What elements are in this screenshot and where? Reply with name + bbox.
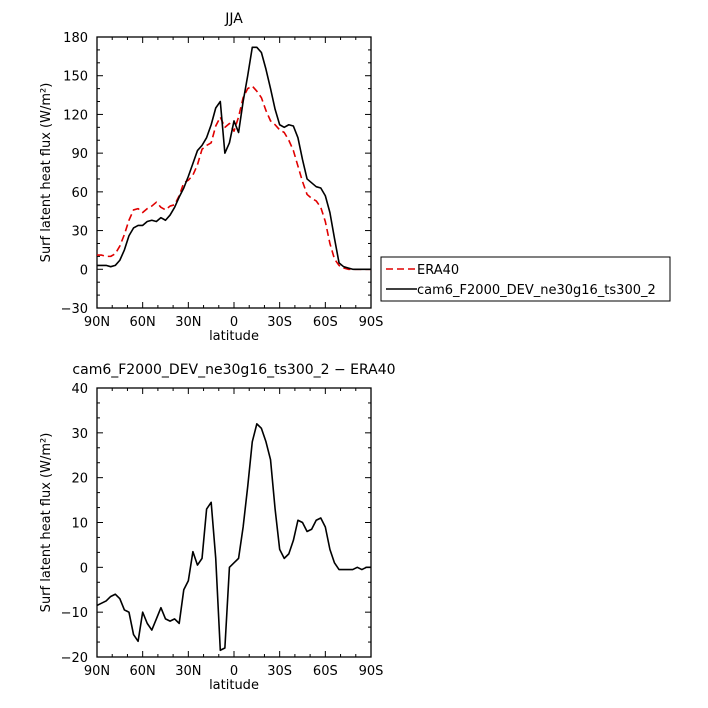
y-tick-label: 90 xyxy=(71,147,88,162)
y-tick-label: 120 xyxy=(63,108,88,123)
y-tick-label: 180 xyxy=(63,31,88,46)
series-line-2 xyxy=(97,46,371,271)
x-axis-label: latitude xyxy=(209,329,259,344)
x-tick-label: 30S xyxy=(267,664,292,679)
y-tick-label: 20 xyxy=(71,472,88,487)
x-tick-label: 60S xyxy=(313,315,338,330)
y-tick-label: 150 xyxy=(63,70,88,85)
plot-frame xyxy=(96,36,372,309)
chart-title: cam6_F2000_DEV_ne30g16_ts300_2 − ERA40 xyxy=(72,362,395,378)
y-tick-label: 0 xyxy=(80,561,88,576)
y-tick-label: 0 xyxy=(80,263,88,278)
x-axis-label: latitude xyxy=(209,678,259,693)
legend-box xyxy=(380,256,671,302)
y-axis-label: Surf latent heat flux (W/m²) xyxy=(39,83,54,263)
x-tick-label: 60S xyxy=(313,664,338,679)
plot-frame xyxy=(96,387,372,658)
y-tick-label: 40 xyxy=(71,382,88,397)
x-tick-label: 0 xyxy=(230,315,238,330)
x-tick-label: 60N xyxy=(130,315,156,330)
y-tick-label: 60 xyxy=(71,186,88,201)
legend-label-1: ERA40 xyxy=(417,263,459,278)
y-tick-label: 30 xyxy=(71,427,88,442)
y-tick-label: −10 xyxy=(61,606,88,621)
y-tick-label: 30 xyxy=(71,225,88,240)
x-tick-label: 30N xyxy=(175,315,201,330)
y-tick-label: −30 xyxy=(61,302,88,317)
x-tick-label: 30S xyxy=(267,315,292,330)
x-tick-label: 60N xyxy=(130,664,156,679)
x-tick-label: 90S xyxy=(359,664,384,679)
y-tick-label: 10 xyxy=(71,517,88,532)
y-axis-label: Surf latent heat flux (W/m²) xyxy=(39,433,54,613)
x-tick-label: 30N xyxy=(175,664,201,679)
chart-title: JJA xyxy=(224,11,243,27)
series-line-1 xyxy=(97,85,371,271)
series-line-1 xyxy=(96,423,371,652)
x-tick-label: 90N xyxy=(84,315,110,330)
chart-panel-1: JJA 90N 60N 30N 0 30S 60S 90S −30 0 30 60 90 120 150 18… xyxy=(39,11,671,344)
legend: ERA40 cam6_F2000_DEV_ne30g16_ts300_2 xyxy=(380,256,671,302)
y-tick-label: −20 xyxy=(61,651,88,666)
x-tick-label: 0 xyxy=(230,664,238,679)
legend-label-2: cam6_F2000_DEV_ne30g16_ts300_2 xyxy=(417,283,656,298)
x-tick-label: 90S xyxy=(359,315,384,330)
chart-panel-2: cam6_F2000_DEV_ne30g16_ts300_2 − ERA40 90… xyxy=(39,362,396,693)
x-tick-label: 90N xyxy=(84,664,110,679)
